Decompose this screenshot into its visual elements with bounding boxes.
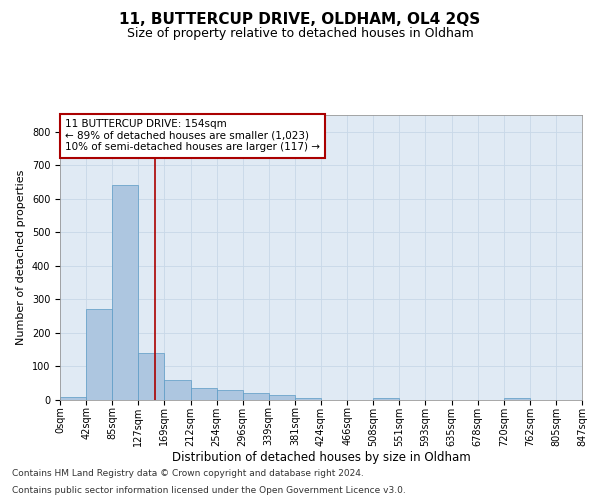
Text: Contains public sector information licensed under the Open Government Licence v3: Contains public sector information licen… — [12, 486, 406, 495]
Y-axis label: Number of detached properties: Number of detached properties — [16, 170, 26, 345]
Bar — [86, 310, 112, 400]
Text: 11 BUTTERCUP DRIVE: 154sqm
← 89% of detached houses are smaller (1,023)
10% of s: 11 BUTTERCUP DRIVE: 154sqm ← 89% of deta… — [65, 120, 320, 152]
Text: 11, BUTTERCUP DRIVE, OLDHAM, OL4 2QS: 11, BUTTERCUP DRIVE, OLDHAM, OL4 2QS — [119, 12, 481, 28]
Bar — [295, 398, 321, 400]
Bar — [243, 394, 269, 400]
Text: Size of property relative to detached houses in Oldham: Size of property relative to detached ho… — [127, 28, 473, 40]
Bar — [504, 398, 530, 400]
Text: Contains HM Land Registry data © Crown copyright and database right 2024.: Contains HM Land Registry data © Crown c… — [12, 468, 364, 477]
Bar — [139, 353, 164, 400]
Bar — [269, 395, 295, 400]
Bar — [217, 390, 243, 400]
Bar — [112, 186, 139, 400]
X-axis label: Distribution of detached houses by size in Oldham: Distribution of detached houses by size … — [172, 451, 470, 464]
Bar — [373, 398, 400, 400]
Bar — [191, 388, 217, 400]
Bar — [164, 380, 191, 400]
Bar — [60, 396, 86, 400]
